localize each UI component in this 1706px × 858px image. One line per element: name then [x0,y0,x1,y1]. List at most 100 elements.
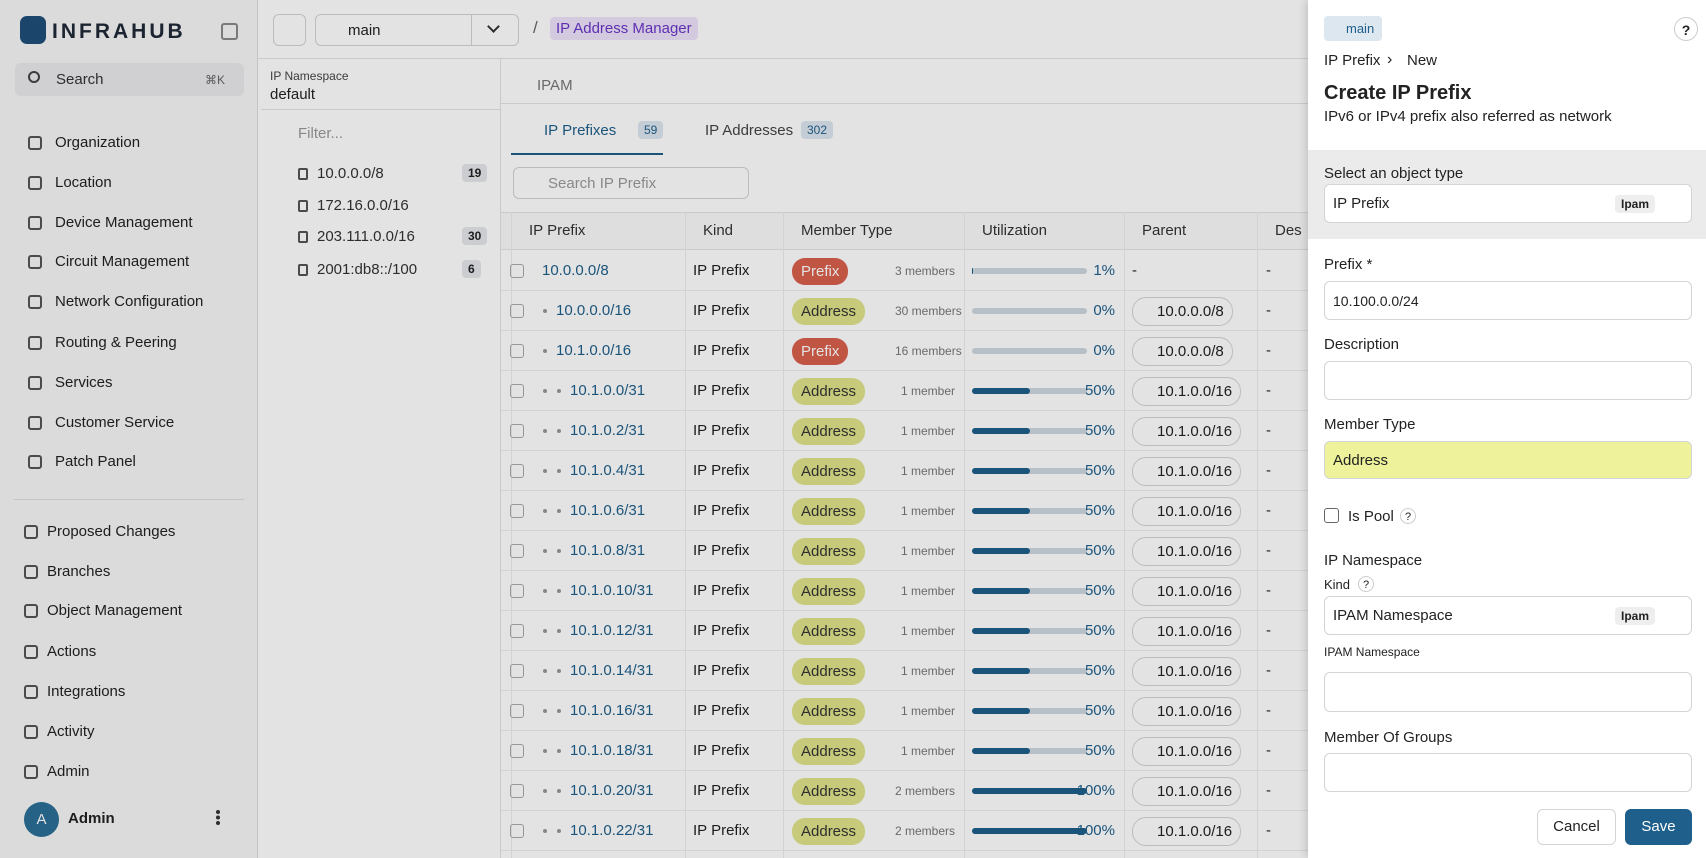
row-checkbox[interactable] [510,344,524,358]
column-header[interactable]: Utilization [982,222,1048,239]
namespace-select[interactable] [1324,672,1692,712]
save-button[interactable]: Save [1625,809,1692,845]
search-label: Search [56,71,104,88]
prefix-link[interactable]: 10.1.0.12/31 [570,622,654,639]
parent-chip[interactable]: 10.1.0.0/16 [1132,737,1242,766]
breadcrumb[interactable]: IP Address Manager [550,17,698,40]
prefix-link[interactable]: 10.1.0.18/31 [570,742,654,759]
row-checkbox[interactable] [510,464,524,478]
branch-select[interactable]: main [315,14,519,46]
row-checkbox[interactable] [510,624,524,638]
is-pool-checkbox[interactable] [1324,508,1339,523]
table-search[interactable]: Search IP Prefix [513,167,749,199]
prefix-link[interactable]: 10.0.0.0/16 [556,302,632,319]
prefix-link[interactable]: 10.1.0.0/31 [570,382,646,399]
groups-select[interactable] [1324,753,1692,792]
prefix-link[interactable]: 10.1.0.8/31 [570,542,646,559]
column-header[interactable]: Kind [703,222,734,239]
calendar-button[interactable] [273,14,306,46]
parent-chip[interactable]: 10.1.0.0/16 [1132,377,1242,406]
util-track [972,748,1087,754]
nav-item[interactable]: Actions [47,643,97,660]
nav-item[interactable]: Branches [47,563,111,580]
nav-item[interactable]: Organization [55,134,141,151]
parent-chip[interactable]: 10.0.0.0/8 [1132,337,1233,366]
parent-chip[interactable]: 10.1.0.0/16 [1132,817,1242,846]
prefix-link[interactable]: 10.1.0.2/31 [570,422,646,439]
tree-item[interactable]: 2001:db8::/100 [317,261,418,278]
nav-item[interactable]: Patch Panel [55,453,136,470]
parent-chip[interactable]: 10.1.0.0/16 [1132,777,1242,806]
nav-item[interactable]: Customer Service [55,414,175,431]
tree-item[interactable]: 203.111.0.0/16 [317,228,415,245]
row-checkbox[interactable] [510,304,524,318]
tree-item[interactable]: 172.16.0.0/16 [317,197,409,214]
nav-item[interactable]: Activity [47,723,95,740]
nav-item[interactable]: Device Management [55,214,193,231]
nav-item[interactable]: Services [55,374,113,391]
panel-help[interactable]: ? [1674,17,1698,41]
prefix-link[interactable]: 10.1.0.20/31 [570,782,654,799]
util-label: 50% [1084,542,1115,559]
nav-item[interactable]: Location [55,174,112,191]
nav-item[interactable]: Admin [47,763,90,780]
panel-breadcrumb-sep: › [1387,51,1393,68]
prefix-link[interactable]: 10.1.0.16/31 [570,702,654,719]
row-checkbox[interactable] [510,584,524,598]
row-checkbox[interactable] [510,384,524,398]
nav-item[interactable]: Object Management [47,602,183,619]
user-menu[interactable] [216,810,220,825]
object-type-select[interactable]: IP Prefix Ipam [1324,184,1692,223]
row-checkbox[interactable] [510,824,524,838]
column-header[interactable]: Des [1275,222,1302,239]
filter[interactable]: Filter... [298,125,344,142]
nav-item[interactable]: Network Configuration [55,293,204,310]
prefix-link[interactable]: 10.0.0.0/8 [542,262,609,279]
prefix-link[interactable]: 10.1.0.6/31 [570,502,646,519]
prefix-link[interactable]: 10.1.0.0/16 [556,342,632,359]
row-checkbox[interactable] [510,544,524,558]
user-name[interactable]: Admin [68,810,115,827]
nav-item[interactable]: Circuit Management [55,253,190,270]
indent-dot [543,429,547,433]
parent-chip[interactable]: 10.1.0.0/16 [1132,457,1242,486]
prefix-link[interactable]: 10.1.0.22/31 [570,822,654,839]
row-checkbox[interactable] [510,424,524,438]
member-type-select[interactable]: Address [1324,441,1692,479]
parent-chip[interactable]: 10.1.0.0/16 [1132,537,1242,566]
parent-chip[interactable]: 10.1.0.0/16 [1132,697,1242,726]
row-checkbox[interactable] [510,704,524,718]
namespace-value[interactable]: default [270,86,316,103]
row-checkbox[interactable] [510,784,524,798]
prefix-link[interactable]: 10.1.0.4/31 [570,462,646,479]
row-checkbox[interactable] [510,744,524,758]
tree-item[interactable]: 10.0.0.0/8 [317,165,384,182]
members: 1 member [900,464,955,478]
util-bar [972,628,1030,634]
parent-chip[interactable]: 10.1.0.0/16 [1132,417,1242,446]
nav-item[interactable]: Integrations [47,683,126,700]
row-checkbox[interactable] [510,264,524,278]
nav-item[interactable]: Routing & Peering [55,334,177,351]
nav-item[interactable]: Proposed Changes [47,523,176,540]
tab[interactable]: IP Addresses [705,122,794,139]
parent-chip[interactable]: 10.1.0.0/16 [1132,497,1242,526]
prefix-link[interactable]: 10.1.0.14/31 [570,662,654,679]
kind-select[interactable]: IPAM Namespace Ipam [1324,596,1692,635]
column-header[interactable]: Member Type [801,222,893,239]
select-value: IPAM Namespace [1333,607,1453,624]
parent-chip[interactable]: 10.1.0.0/16 [1132,577,1242,606]
parent-chip[interactable]: 10.1.0.0/16 [1132,657,1242,686]
cancel-button[interactable]: Cancel [1537,809,1616,845]
column-header[interactable]: IP Prefix [529,222,586,239]
column-header[interactable]: Parent [1142,222,1187,239]
prefix-link[interactable]: 10.1.0.10/31 [570,582,654,599]
search-box[interactable]: Search ⌘K [15,63,244,96]
row-checkbox[interactable] [510,664,524,678]
parent-chip[interactable]: 10.1.0.0/16 [1132,617,1242,646]
description-input[interactable] [1324,361,1692,400]
prefix-input[interactable]: 10.100.0.0/24 [1324,281,1692,320]
row-checkbox[interactable] [510,504,524,518]
parent-chip[interactable]: 10.0.0.0/8 [1132,297,1233,326]
tab[interactable]: IP Prefixes [544,122,617,139]
